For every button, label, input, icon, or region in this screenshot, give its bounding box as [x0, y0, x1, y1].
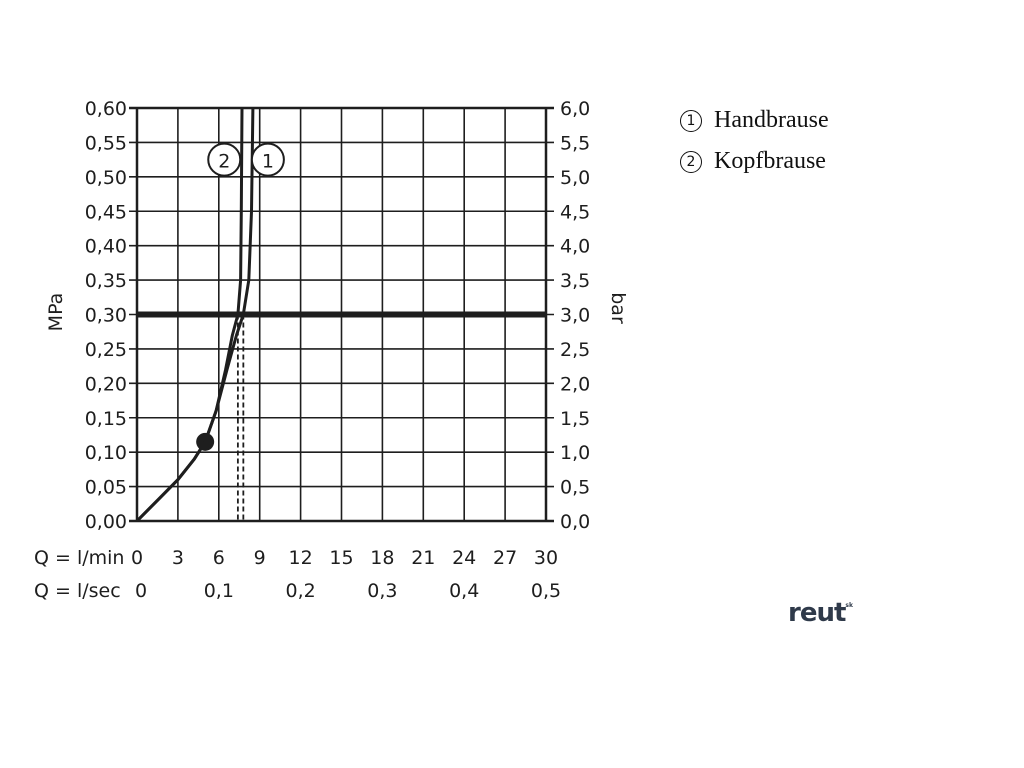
y-left-tick-label: 0,55 — [85, 132, 127, 154]
y-left-tick-label: 0,00 — [85, 511, 127, 533]
x-lps-axis-label: Q = l/sec — [34, 580, 121, 602]
y-left-tick-label: 0,20 — [85, 373, 127, 395]
y-right-tick-label: 5,5 — [560, 132, 590, 154]
x-lpm-tick-labels: 0 3 6 9 12 15 18 21 24 27 30 — [131, 547, 558, 569]
x-lps-tick-label: 0,4 — [449, 580, 479, 602]
series-callout-circle — [207, 142, 242, 177]
logo-superscript: sk — [845, 602, 853, 609]
y-left-tick-label: 0,50 — [85, 167, 127, 189]
x-lps-tick-labels: 0 0,1 0,2 0,3 0,4 0,5 — [135, 580, 561, 602]
y-right-tick-label: 0,5 — [560, 477, 590, 499]
y-right-tick-label: 1,5 — [560, 408, 590, 430]
series-callout-label: 1 — [262, 151, 274, 173]
y-right-tick-label: 4,0 — [560, 236, 590, 258]
legend-number-2: 2 — [680, 150, 702, 173]
legend-label-kopfbrause: Kopfbrause — [714, 148, 826, 174]
y-left-tick-label: 0,05 — [85, 477, 127, 499]
y-left-tick-label: 0,60 — [85, 98, 127, 120]
y-right-tick-label: 0,0 — [560, 511, 590, 533]
legend-label-handbrause: Handbrause — [714, 107, 829, 133]
series-callout-circle — [250, 142, 285, 177]
x-lpm-tick-label: 15 — [329, 547, 353, 569]
series-callout-label: 2 — [218, 151, 230, 173]
x-lpm-tick-label: 6 — [213, 547, 225, 569]
legend: 1 Handbrause 2 Kopfbrause — [680, 100, 829, 182]
y-right-tick-label: 3,0 — [560, 305, 590, 327]
y-left-tick-label: 0,30 — [85, 305, 127, 327]
y-right-tick-label: 4,5 — [560, 201, 590, 223]
x-lpm-axis-label: Q = l/min — [34, 547, 124, 569]
y-right-tick-label: 5,0 — [560, 167, 590, 189]
y-right-tick-label: 1,0 — [560, 442, 590, 464]
x-lps-tick-label: 0,3 — [367, 580, 397, 602]
y-right-tick-label: 6,0 — [560, 98, 590, 120]
x-lpm-tick-label: 9 — [254, 547, 266, 569]
y-right-axis-title: bar — [607, 292, 629, 324]
y-left-tick-label: 0,40 — [85, 236, 127, 258]
x-lpm-tick-label: 21 — [411, 547, 435, 569]
x-lpm-tick-label: 18 — [370, 547, 394, 569]
x-lpm-tick-label: 30 — [534, 547, 558, 569]
y-left-axis-title: MPa — [45, 293, 67, 332]
y-left-tick-label: 0,25 — [85, 339, 127, 361]
y-left-tick-label: 0,10 — [85, 442, 127, 464]
x-lpm-tick-label: 3 — [172, 547, 184, 569]
x-lpm-tick-label: 12 — [289, 547, 313, 569]
y-right-tick-label: 3,5 — [560, 270, 590, 292]
legend-item-kopfbrause: 2 Kopfbrause — [680, 141, 829, 182]
x-lpm-tick-label: 24 — [452, 547, 476, 569]
y-left-tick-label: 0,15 — [85, 408, 127, 430]
x-lps-tick-label: 0,1 — [204, 580, 234, 602]
y-right-tick-label: 2,0 — [560, 373, 590, 395]
y-left-tick-labels: 0,00 0,05 0,10 0,15 0,20 0,25 0,30 0,35 0,40 0,45… — [85, 98, 127, 533]
logo-text: reut — [788, 598, 846, 628]
y-right-tick-labels: 0,0 0,5 1,0 1,5 2,0 2,5 3,0 3,5 4,0 4,5 5,0 5,5 6,0 — [560, 98, 590, 533]
x-lps-tick-label: 0 — [135, 580, 147, 602]
y-left-tick-label: 0,45 — [85, 201, 127, 223]
x-lpm-tick-label: 0 — [131, 547, 143, 569]
y-left-tick-label: 0,35 — [85, 270, 127, 292]
brand-logo: reutsk — [788, 598, 853, 628]
series-line-1 — [135, 107, 255, 523]
legend-number-1: 1 — [680, 109, 702, 132]
x-lps-tick-label: 0,5 — [531, 580, 561, 602]
x-lpm-tick-label: 27 — [493, 547, 517, 569]
x-lps-tick-label: 0,2 — [285, 580, 315, 602]
legend-item-handbrause: 1 Handbrause — [680, 100, 829, 141]
y-right-tick-label: 2,5 — [560, 339, 590, 361]
